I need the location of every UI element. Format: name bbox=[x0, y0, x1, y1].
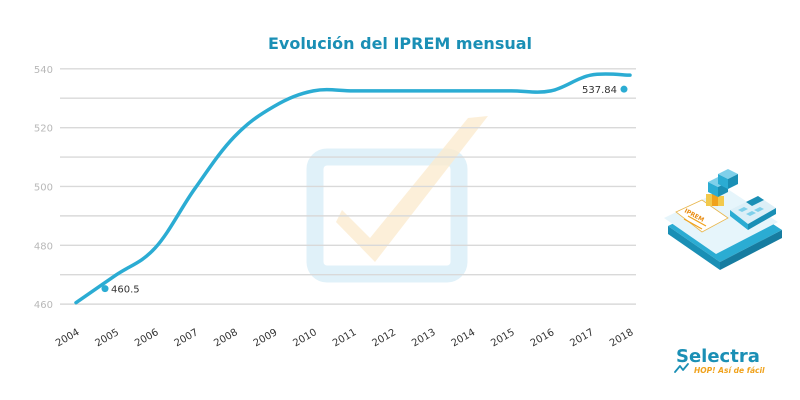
x-tick-label: 2010 bbox=[291, 327, 319, 349]
x-tick-label: 2006 bbox=[133, 327, 161, 349]
x-tick-label: 2013 bbox=[410, 327, 438, 349]
data-label: 537.84 bbox=[582, 85, 617, 96]
brand-name: Selectra bbox=[676, 346, 760, 367]
x-axis: 2004 2005 2006 2007 2008 2009 2010 2011 2012 2013… bbox=[54, 327, 636, 349]
y-tick-label: 500 bbox=[34, 182, 53, 193]
coin-stack-icon bbox=[706, 190, 724, 206]
y-tick-label: 460 bbox=[34, 300, 53, 311]
iprem-calculator-illustration: IPREM bbox=[664, 169, 782, 270]
point-marker bbox=[101, 285, 109, 293]
x-tick-label: 2009 bbox=[252, 327, 280, 349]
y-tick-label: 520 bbox=[34, 124, 53, 135]
chart-title: Evolución del IPREM mensual bbox=[267, 34, 533, 53]
x-tick-label: 2015 bbox=[489, 327, 517, 349]
selectra-logo-icon bbox=[674, 363, 689, 373]
x-tick-label: 2014 bbox=[450, 327, 478, 349]
checkmark-watermark-icon bbox=[306, 116, 488, 283]
y-tick-label: 480 bbox=[34, 241, 53, 252]
x-tick-label: 2005 bbox=[94, 327, 122, 349]
x-tick-label: 2018 bbox=[608, 327, 636, 349]
x-tick-label: 2012 bbox=[371, 327, 399, 349]
x-tick-label: 2016 bbox=[529, 327, 557, 349]
point-marker bbox=[620, 85, 628, 93]
x-tick-label: 2007 bbox=[173, 327, 201, 349]
x-tick-label: 2004 bbox=[54, 327, 82, 349]
x-tick-label: 2017 bbox=[568, 327, 596, 349]
x-tick-label: 2008 bbox=[212, 327, 240, 349]
brand-tagline: HOP! Así de fácil bbox=[694, 366, 765, 375]
boxes-icon bbox=[708, 169, 738, 197]
x-tick-label: 2011 bbox=[331, 327, 359, 349]
y-tick-label: 540 bbox=[34, 65, 53, 76]
series-group bbox=[74, 72, 632, 305]
data-labels: 460.5 537.84 bbox=[101, 85, 628, 296]
brand-logo: Selectra HOP! Así de fácil bbox=[676, 346, 786, 376]
data-label: 460.5 bbox=[111, 285, 140, 296]
iprem-series-line bbox=[74, 72, 632, 305]
y-axis: 460 480 500 520 540 bbox=[34, 65, 53, 311]
calculator-icon bbox=[730, 196, 776, 230]
